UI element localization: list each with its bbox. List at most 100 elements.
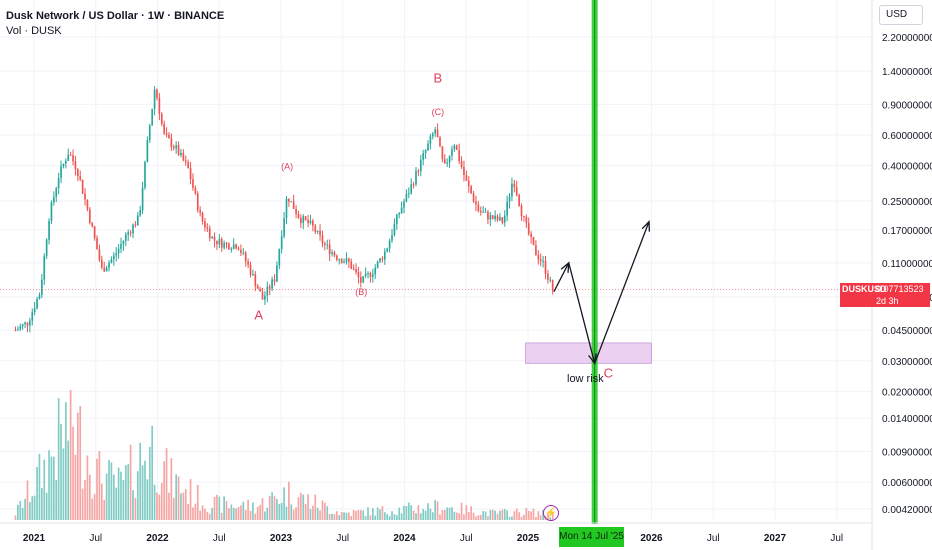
wave-label: (C) bbox=[432, 107, 445, 117]
candle-body bbox=[537, 255, 540, 260]
volume-bar bbox=[537, 511, 540, 520]
volume-bar bbox=[383, 512, 386, 520]
volume-bar bbox=[141, 465, 144, 520]
candle-body bbox=[55, 188, 58, 197]
volume-bar bbox=[290, 504, 293, 520]
candle-body bbox=[278, 249, 281, 266]
volume-bar bbox=[122, 479, 125, 520]
candle-body bbox=[316, 230, 319, 232]
volume-bar bbox=[252, 502, 254, 520]
volume-bar bbox=[38, 453, 41, 520]
volume-bar bbox=[532, 508, 535, 520]
candle-body bbox=[192, 179, 194, 188]
candle-body bbox=[24, 322, 26, 325]
volume-bar bbox=[144, 460, 146, 520]
candle-body bbox=[115, 253, 118, 256]
volume-bar bbox=[506, 510, 508, 520]
volume-bar bbox=[120, 471, 122, 520]
volume-bar bbox=[300, 492, 302, 520]
x-tick-label: 2025 bbox=[517, 533, 540, 544]
volume-bar bbox=[259, 504, 261, 520]
volume-bar bbox=[364, 516, 367, 520]
volume-bar bbox=[407, 502, 410, 520]
y-tick-label: 0.02000000 bbox=[882, 387, 932, 398]
candle-body bbox=[417, 170, 420, 172]
volume-bar bbox=[477, 515, 480, 520]
candle-body bbox=[187, 162, 189, 169]
volume-bar bbox=[395, 515, 398, 520]
candle-body bbox=[292, 201, 295, 209]
volume-bar bbox=[139, 442, 142, 520]
candle-body bbox=[91, 222, 94, 227]
volume-bar bbox=[333, 514, 336, 520]
volume-bar bbox=[458, 513, 461, 520]
volume-bar bbox=[204, 508, 206, 520]
candle-body bbox=[38, 294, 41, 299]
candle-body bbox=[506, 201, 508, 216]
volume-bar bbox=[431, 512, 434, 520]
volume-bar bbox=[405, 505, 408, 520]
candle-body bbox=[112, 255, 115, 260]
volume-bar bbox=[261, 498, 264, 520]
candle-body bbox=[228, 243, 230, 250]
volume-bar bbox=[321, 500, 324, 520]
candle-body bbox=[508, 196, 511, 202]
candle-body bbox=[204, 221, 206, 228]
y-tick-label: 0.04500000 bbox=[882, 326, 932, 337]
candle-body bbox=[48, 220, 50, 240]
low-risk-label[interactable]: low risk bbox=[567, 373, 604, 385]
candle-body bbox=[518, 194, 520, 206]
candle-body bbox=[427, 143, 429, 151]
volume-bar bbox=[470, 506, 472, 520]
candle-body bbox=[357, 272, 360, 278]
candle-body bbox=[503, 215, 506, 223]
candle-body bbox=[499, 217, 501, 221]
grid-layer bbox=[0, 0, 872, 520]
volume-bar bbox=[31, 496, 34, 520]
volume-bar bbox=[199, 510, 201, 520]
volume-bar bbox=[424, 510, 427, 520]
drawing-layer[interactable] bbox=[553, 0, 651, 524]
y-tick-label: 1.40000000 bbox=[882, 67, 932, 78]
candle-body bbox=[324, 243, 326, 245]
chart-title[interactable]: Dusk Network / US Dollar · 1W · BINANCE bbox=[6, 10, 225, 22]
volume-bar bbox=[223, 496, 225, 520]
volume-bar bbox=[17, 504, 19, 520]
candle-body bbox=[45, 239, 48, 256]
volume-bar bbox=[156, 492, 158, 520]
volume-bar bbox=[192, 507, 194, 520]
candle-body bbox=[359, 277, 362, 283]
volume-bar bbox=[278, 503, 281, 520]
candle-body bbox=[182, 152, 185, 161]
volume-bar bbox=[302, 494, 305, 520]
volume-bar bbox=[359, 510, 362, 520]
volume-bar bbox=[91, 498, 94, 520]
lightning-icon[interactable]: ⚡ bbox=[543, 505, 559, 521]
volume-bar bbox=[371, 508, 374, 520]
volume-bar bbox=[398, 507, 401, 520]
volume-bar bbox=[520, 516, 523, 520]
candle-body bbox=[451, 149, 453, 156]
y-tick-label: 0.01400000 bbox=[882, 414, 932, 425]
volume-bar bbox=[443, 509, 446, 520]
volume-bar bbox=[491, 509, 494, 520]
volume-bar bbox=[72, 426, 74, 520]
currency-selector[interactable]: USD bbox=[879, 5, 923, 25]
candle-body bbox=[285, 198, 288, 219]
volume-legend[interactable]: Vol · DUSK bbox=[6, 25, 62, 37]
volume-bar bbox=[105, 473, 108, 520]
zone-layer bbox=[525, 342, 653, 364]
volume-bar bbox=[460, 502, 463, 520]
x-tick-label: 2021 bbox=[23, 533, 46, 544]
candle-body bbox=[136, 215, 139, 226]
volume-bar bbox=[74, 454, 77, 520]
candle-body bbox=[103, 267, 106, 272]
candle-body bbox=[333, 252, 336, 256]
volume-bar bbox=[369, 515, 372, 520]
candle-body bbox=[105, 267, 108, 272]
x-tick-label: Jul bbox=[460, 533, 473, 544]
candle-body bbox=[271, 279, 273, 289]
candle-body bbox=[455, 145, 458, 150]
